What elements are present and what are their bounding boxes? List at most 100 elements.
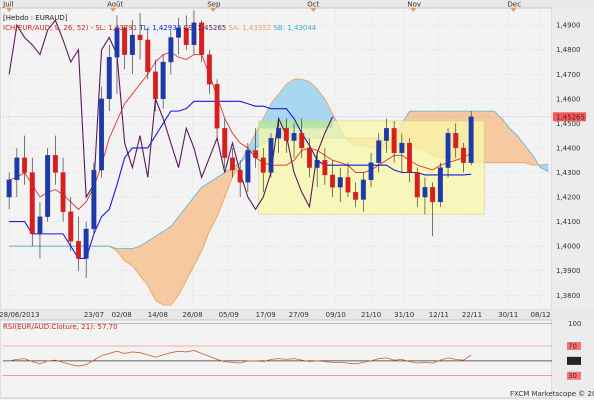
candle-body [160,61,166,99]
candle-body [176,27,182,38]
rsi-tick-label: 50 [568,357,577,365]
price-tick-label: 1,4200 [556,194,581,202]
price-tick-label: 1,3800 [556,292,581,300]
ichimoku-legend-item: SB: 1,43044 [273,24,316,32]
month-marker [210,8,217,12]
ichimoku-legend-prefix: ICH(EUR/AUD, 9, 26, 52) - [3,24,95,32]
ichimoku-legend-item: SA: 1,43352 [228,24,273,32]
candle-body [360,179,366,200]
price-tick-label: 1,4000 [556,243,581,251]
candle-body [152,71,158,99]
ichimoku-legend: ICH(EUR/AUD, 9, 26, 52) - SL: 1,43791 TL… [3,24,317,32]
candle-body [183,27,189,45]
kumo-segment [170,216,179,306]
date-tick-label: 31/10 [394,311,414,319]
candle-body [99,98,105,171]
rsi-tick-label: 30 [568,372,577,380]
candle-body [237,169,243,183]
month-marker [110,8,117,12]
date-tick-label: 30/11 [498,311,518,319]
candle-body [145,39,151,72]
candle-body [283,128,289,141]
candle-body [291,133,297,141]
kumo-segment [162,226,172,306]
candle-body [91,169,97,230]
candle-body [6,179,12,198]
candle-body [253,150,259,158]
rsi-tick-badge [567,356,581,365]
candle-body [106,56,112,99]
month-marker [310,8,317,12]
candle-body [399,142,405,154]
ichimoku-legend-item: TL: 1,42933 [138,24,183,32]
candle-body [430,187,436,203]
price-tick-label: 1,4100 [556,218,581,226]
candle-body [414,172,420,198]
axes: 1,3800 1,3900 1,4000 1,4100 1,4200 1,4300 1,44… [0,1,586,319]
candle-body [114,27,120,58]
date-tick-label: 02/08 [112,311,132,319]
ichimoku-legend-item: SL: 1,43791 [95,24,139,32]
price-tick-label: 1,4500 [556,120,581,128]
candle-body [383,128,389,141]
rsi-legend: RSI(EUR/AUD:Cloture, 21): 57,70 [3,323,118,331]
rsi-tick-label: 100 [568,320,581,328]
candle-body [83,228,89,259]
month-label: Dec [508,1,522,9]
month-label: Sep [207,1,221,9]
candle-body [206,54,212,85]
candle-body [391,128,397,154]
candle-body [52,155,58,173]
month-marker [6,8,13,12]
date-tick-label: 05/09 [219,311,239,319]
candle-body [75,241,81,259]
candle-body [306,147,312,168]
kumo-segment [486,110,495,163]
price-tick-label: 1,4600 [556,95,581,103]
date-tick-label: 21/10 [361,311,381,319]
candle-body [407,142,413,173]
candle-body [168,37,174,63]
candle-body [191,22,197,45]
date-tick-label: 23/07 [84,311,104,319]
candle-body [276,128,282,139]
candle-body [337,177,343,188]
candle-body [14,157,20,181]
date-tick-label: 27/09 [289,311,309,319]
chikou-span-line [8,19,334,211]
month-marker [510,8,517,12]
price-axis [552,8,594,310]
date-tick-label: 22/11 [462,311,482,319]
period-label: [Hebdo : EURAUD] [3,14,68,22]
month-label: Nov [407,1,421,9]
candle-body [268,137,274,173]
candle-body [422,187,428,198]
date-tick-label: 28/06/2013 [0,311,40,319]
price-tick-label: 1,4800 [556,46,581,54]
rsi-line [9,350,472,367]
candle-body [330,174,336,188]
candle-body [437,167,443,203]
top-bar [0,0,594,8]
candle-body [353,191,359,200]
candle-body [460,147,466,163]
rsi-tick-badge [567,371,581,380]
price-tick-label: 1,4700 [556,71,581,79]
month-label: Juil [2,1,13,9]
date-tick-label: 26/08 [182,311,202,319]
candle-body [322,160,328,176]
candle-body [29,172,35,235]
candles [6,10,474,279]
highlight-box [258,120,333,129]
kumo-segment [155,231,164,306]
candle-body [37,216,43,235]
candle-body [345,177,351,193]
month-label: Août [107,1,123,9]
candle-body [137,34,143,41]
copyright-label: FXCM Marketscope © 2013 [510,390,594,398]
rsi-tick-badge [567,342,581,350]
price-tick-label: 1,4400 [556,144,581,152]
date-tick-label: 08/12 [530,311,550,319]
candle-body [129,34,135,55]
